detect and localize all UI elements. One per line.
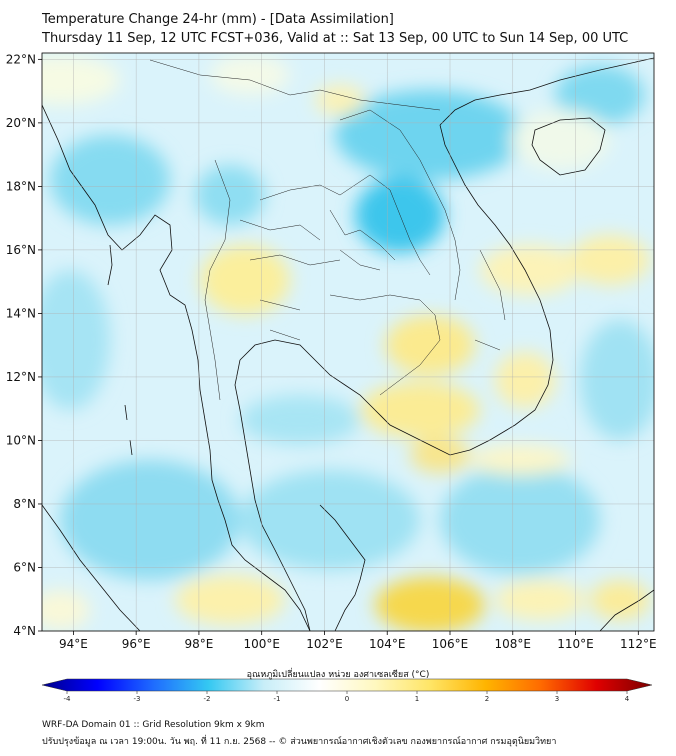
lon-label: 100°E — [243, 637, 280, 651]
lon-label: 104°E — [369, 637, 406, 651]
warm-patch — [410, 437, 470, 473]
cool-patch — [580, 320, 654, 440]
lon-label: 96°E — [122, 637, 151, 651]
lon-label: 108°E — [495, 637, 532, 651]
warm-patch — [375, 577, 485, 631]
colorbar-tick-label: 4 — [625, 695, 630, 703]
map-frame — [41, 52, 655, 632]
cool-patch — [240, 395, 360, 445]
admin-borders — [149, 59, 506, 401]
warm-patch — [495, 580, 585, 620]
cool-patch — [240, 470, 420, 570]
footer-model-info: WRF-DA Domain 01 :: Grid Resolution 9km … — [42, 720, 265, 730]
vietnam-coast — [439, 124, 554, 451]
warm-patch — [470, 445, 570, 475]
lat-label: 12°N — [6, 370, 36, 384]
lat-label: 10°N — [6, 433, 36, 447]
colorbar-tick-label: -2 — [204, 695, 211, 703]
warm-patch — [42, 590, 90, 630]
nicobar-islands — [124, 404, 133, 456]
warm-patch — [570, 235, 650, 285]
lat-label: 20°N — [6, 116, 36, 130]
gulf-of-tonkin — [439, 57, 654, 126]
neutral-patch — [210, 55, 290, 95]
border-cambodia — [329, 294, 441, 396]
hainan — [531, 117, 606, 176]
myanmar-coast — [42, 104, 219, 501]
cool-patch — [195, 165, 265, 225]
lat-label: 14°N — [6, 306, 36, 320]
provinces-3 — [474, 249, 506, 351]
longitude-labels: 94°E 96°E 98°E 100°E 102°E 104°E 106°E 108°E 110… — [59, 637, 657, 651]
border-laos-vietnam — [339, 109, 461, 301]
borneo-coast — [599, 589, 654, 631]
warm-patch — [360, 382, 480, 438]
latitude-labels: 22°N 20°N 18°N 16°N 14°N 12°N 10°N 8°N 6°N 4°N — [6, 52, 36, 638]
lon-label: 94°E — [59, 637, 88, 651]
warm-patch — [175, 575, 285, 625]
cool-patch — [60, 460, 240, 580]
lon-label: 106°E — [432, 637, 469, 651]
colorbar-tick-label: 3 — [555, 695, 559, 703]
cool-patch — [42, 270, 110, 410]
lon-label: 112°E — [620, 637, 657, 651]
thai-peninsula-east — [234, 359, 311, 631]
lat-label: 16°N — [6, 243, 36, 257]
neutral-patch — [42, 55, 120, 105]
malaysia-coast — [319, 504, 366, 631]
sumatra-coast — [42, 504, 141, 631]
border-myanmar-thailand — [204, 159, 231, 401]
colorbar-tick-label: 2 — [485, 695, 489, 703]
lat-label: 6°N — [13, 560, 36, 574]
graticule — [38, 53, 654, 635]
colorbar-title: อุณหภูมิเปลี่ยนแปลง หน่วย องศาเซลเซียส (… — [246, 670, 430, 680]
colorbar-tick-label: -4 — [64, 695, 72, 703]
map-title: Temperature Change 24-hr (mm) - [Data As… — [42, 12, 394, 27]
cool-patch — [50, 135, 170, 225]
warm-patch — [200, 245, 290, 315]
warm-patch — [480, 245, 580, 295]
provinces-1 — [239, 219, 341, 341]
lat-label: 18°N — [6, 179, 36, 193]
map-subtitle: Thursday 11 Sep, 12 UTC FCST+036, Valid … — [42, 31, 629, 46]
warm-patch — [385, 315, 475, 375]
andaman-islands — [107, 244, 113, 286]
colorbar-tick-label: 0 — [345, 695, 349, 703]
cool-patch — [555, 65, 645, 125]
colorbar-tick-label: -1 — [274, 695, 281, 703]
warm-patch — [315, 85, 365, 115]
colorbar-tick-label: -3 — [134, 695, 141, 703]
footer-credit: ปรับปรุงข้อมูล ณ เวลา 19:00น. วัน พฤ. ที… — [42, 737, 557, 747]
colorbar-tick-label: 1 — [415, 695, 419, 703]
coastlines — [42, 57, 654, 631]
lon-label: 98°E — [184, 637, 213, 651]
lon-label: 110°E — [557, 637, 594, 651]
gulf-of-thailand — [239, 339, 471, 456]
lon-label: 102°E — [306, 637, 343, 651]
lat-label: 4°N — [13, 624, 36, 638]
temperature-field — [42, 53, 654, 631]
colorbar: -4 -3 -2 -1 0 1 2 3 4 — [41, 678, 653, 703]
cool-patch — [440, 465, 600, 575]
lat-label: 8°N — [13, 497, 36, 511]
border-china — [149, 59, 441, 111]
warm-patch — [590, 580, 650, 620]
colorbar-ticks: -4 -3 -2 -1 0 1 2 3 4 — [64, 691, 630, 703]
cool-patch — [335, 90, 525, 180]
neutral-patch — [510, 110, 610, 170]
lat-label: 22°N — [6, 52, 36, 66]
warm-patch — [495, 352, 555, 408]
